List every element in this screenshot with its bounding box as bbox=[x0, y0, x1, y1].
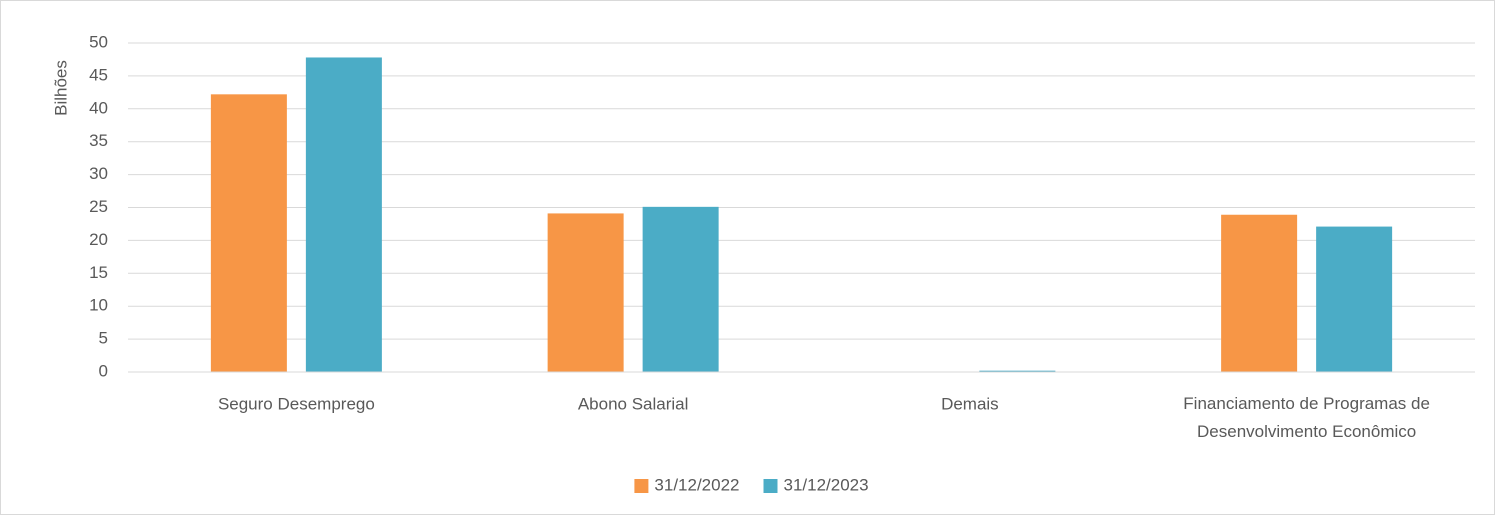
bar bbox=[547, 213, 624, 372]
y-tick-label: 15 bbox=[89, 263, 108, 282]
bar bbox=[1316, 226, 1393, 372]
y-tick-label: 30 bbox=[89, 164, 108, 183]
y-tick-label: 10 bbox=[89, 296, 108, 315]
x-tick-label: Demais bbox=[941, 394, 999, 413]
x-tick-label: Seguro Desemprego bbox=[218, 394, 375, 413]
legend-swatch bbox=[763, 479, 778, 493]
y-tick-label: 40 bbox=[89, 98, 108, 117]
bar bbox=[210, 94, 287, 372]
y-tick-label: 45 bbox=[89, 65, 108, 84]
y-tick-label: 0 bbox=[99, 361, 108, 380]
y-axis-label: Bilhões bbox=[51, 60, 70, 116]
bar bbox=[305, 57, 382, 372]
x-tick-label: Financiamento de Programas de Desenvolvim… bbox=[1183, 394, 1430, 441]
y-tick-label: 35 bbox=[89, 131, 108, 150]
legend-label: 31/12/2022 bbox=[654, 475, 739, 494]
y-tick-label: 20 bbox=[89, 230, 108, 249]
x-tick-label: Abono Salarial bbox=[578, 394, 689, 413]
y-tick-label: 50 bbox=[89, 32, 108, 51]
legend-swatch bbox=[634, 479, 649, 493]
legend-label: 31/12/2023 bbox=[784, 475, 869, 494]
bar bbox=[1221, 214, 1298, 372]
bar bbox=[642, 206, 719, 372]
y-tick-label: 5 bbox=[99, 329, 108, 348]
y-tick-label: 25 bbox=[89, 197, 108, 216]
bar bbox=[979, 370, 1056, 372]
